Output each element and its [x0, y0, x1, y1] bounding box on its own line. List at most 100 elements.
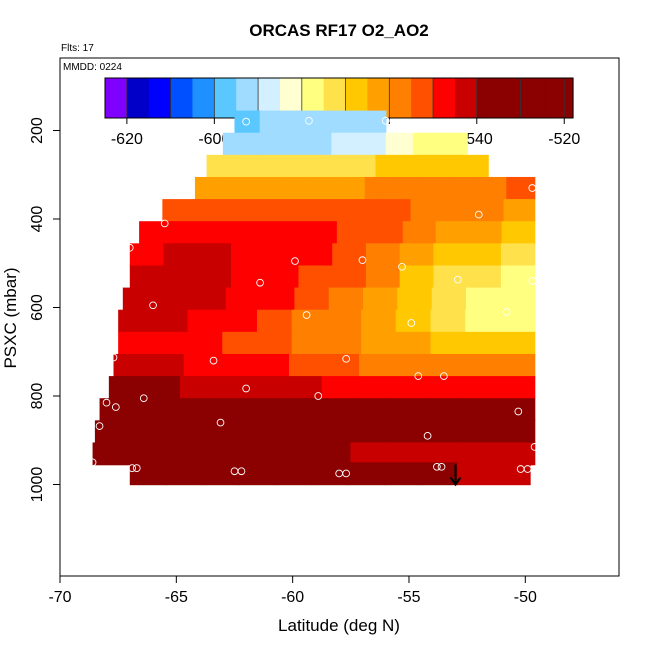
- observation-points: [88, 116, 539, 478]
- colorbar-swatch: [139, 78, 143, 118]
- heatmap-cell: [205, 221, 239, 245]
- colorbar-swatch: [269, 78, 272, 118]
- x-tick-label: -55: [397, 589, 420, 606]
- x-tick-label: -60: [281, 589, 304, 606]
- colorbar-swatch: [373, 78, 377, 118]
- heatmap-cell: [234, 110, 261, 134]
- heatmap-cell: [122, 287, 158, 311]
- colorbar-swatch: [115, 78, 119, 118]
- heatmap-cell: [163, 265, 198, 289]
- heatmap-cell: [166, 462, 204, 486]
- colorbar-swatch: [301, 78, 305, 118]
- colorbar-swatch: [244, 78, 248, 118]
- heatmap-cell: [435, 221, 470, 245]
- heatmap-cell: [230, 243, 266, 267]
- heatmap-cell: [157, 287, 193, 311]
- data-point: [440, 372, 448, 380]
- colorbar-swatch: [426, 78, 430, 118]
- colorbar-swatch: [568, 78, 572, 118]
- colorbar-swatch: [218, 78, 222, 118]
- colorbar-swatch: [293, 78, 296, 118]
- heatmap-cell: [361, 331, 397, 355]
- heatmap-cell: [148, 353, 185, 377]
- heatmap-cell: [234, 154, 264, 178]
- colorbar: [104, 77, 574, 119]
- heatmap-cell: [460, 442, 499, 466]
- colorbar-swatch: [332, 78, 336, 118]
- data-point: [242, 117, 250, 126]
- colorbar-swatch: [325, 78, 329, 118]
- colorbar-swatch: [494, 78, 498, 118]
- colorbar-swatch: [334, 78, 338, 118]
- heatmap-cell: [429, 353, 466, 377]
- colorbar-swatch: [376, 78, 379, 118]
- heatmap-cell: [365, 265, 401, 289]
- data-point: [305, 116, 313, 125]
- heatmap-cell: [224, 199, 257, 222]
- colorbar-swatch: [347, 78, 351, 118]
- colorbar-swatch: [312, 78, 316, 118]
- data-point: [342, 469, 351, 478]
- heatmap-cell: [467, 243, 502, 267]
- heatmap-cell: [500, 265, 536, 289]
- colorbar-swatch: [424, 78, 428, 118]
- heatmap-cell: [152, 331, 189, 355]
- heatmap-cell: [430, 309, 466, 333]
- heatmap-cell: [288, 353, 325, 377]
- colorbar-swatch: [144, 78, 148, 118]
- colorbar-swatch: [533, 78, 537, 118]
- heatmap-cell: [241, 420, 279, 444]
- colorbar-swatch: [297, 78, 301, 118]
- heatmap-cell: [465, 309, 501, 333]
- heatmap-cell: [191, 287, 227, 311]
- colorbar-swatch: [360, 78, 364, 118]
- colorbar-swatch: [382, 78, 386, 118]
- heatmap-cell: [204, 420, 243, 444]
- colorbar-swatch: [129, 78, 132, 118]
- colorbar-swatch: [393, 78, 397, 118]
- heatmap-cell: [298, 265, 333, 289]
- colorbar-swatch: [457, 78, 460, 118]
- colorbar-swatch: [483, 78, 487, 118]
- colorbar-swatch: [249, 78, 253, 118]
- colorbar-tick-label: -540: [461, 131, 493, 148]
- heatmap-cell: [326, 309, 362, 333]
- colorbar-swatch: [131, 78, 135, 118]
- heatmap-cell: [166, 442, 204, 466]
- colorbar-swatch: [437, 78, 441, 118]
- heatmap-cell: [118, 331, 154, 355]
- heatmap-cell: [402, 221, 437, 245]
- heatmap-cell: [256, 331, 293, 355]
- marker-head: [449, 476, 462, 487]
- heatmap-cell: [94, 420, 133, 444]
- data-point: [414, 372, 423, 380]
- colorbar-swatch: [406, 78, 410, 118]
- colorbar-swatch: [262, 78, 266, 118]
- colorbar-swatch: [542, 78, 546, 118]
- heatmap-cell: [279, 176, 309, 200]
- heatmap-cell: [294, 287, 330, 311]
- colorbar-swatch: [551, 78, 554, 118]
- heatmap-cell: [251, 176, 281, 200]
- colorbar-swatch: [205, 78, 209, 118]
- data-point: [528, 277, 537, 285]
- heatmap-cell: [420, 462, 458, 486]
- data-point: [216, 418, 225, 427]
- heatmap-cell: [331, 132, 360, 156]
- heatmap-cell: [249, 132, 278, 156]
- colorbar-swatch: [185, 78, 189, 118]
- colorbar-swatch: [247, 78, 250, 118]
- colorbar-swatch: [511, 78, 515, 118]
- heatmap-cell: [270, 221, 305, 245]
- colorbar-swatch: [286, 78, 290, 118]
- heatmap-cell: [497, 442, 536, 466]
- heatmap-cell: [144, 376, 181, 399]
- colorbar-swatch: [223, 78, 226, 118]
- data-point: [342, 354, 351, 363]
- heatmap-cell: [197, 265, 232, 289]
- heatmap-cell: [503, 199, 536, 222]
- colorbar-swatch: [489, 78, 493, 118]
- heatmap-cell: [239, 442, 278, 466]
- colorbar-swatch: [310, 78, 314, 118]
- data-point: [88, 458, 97, 467]
